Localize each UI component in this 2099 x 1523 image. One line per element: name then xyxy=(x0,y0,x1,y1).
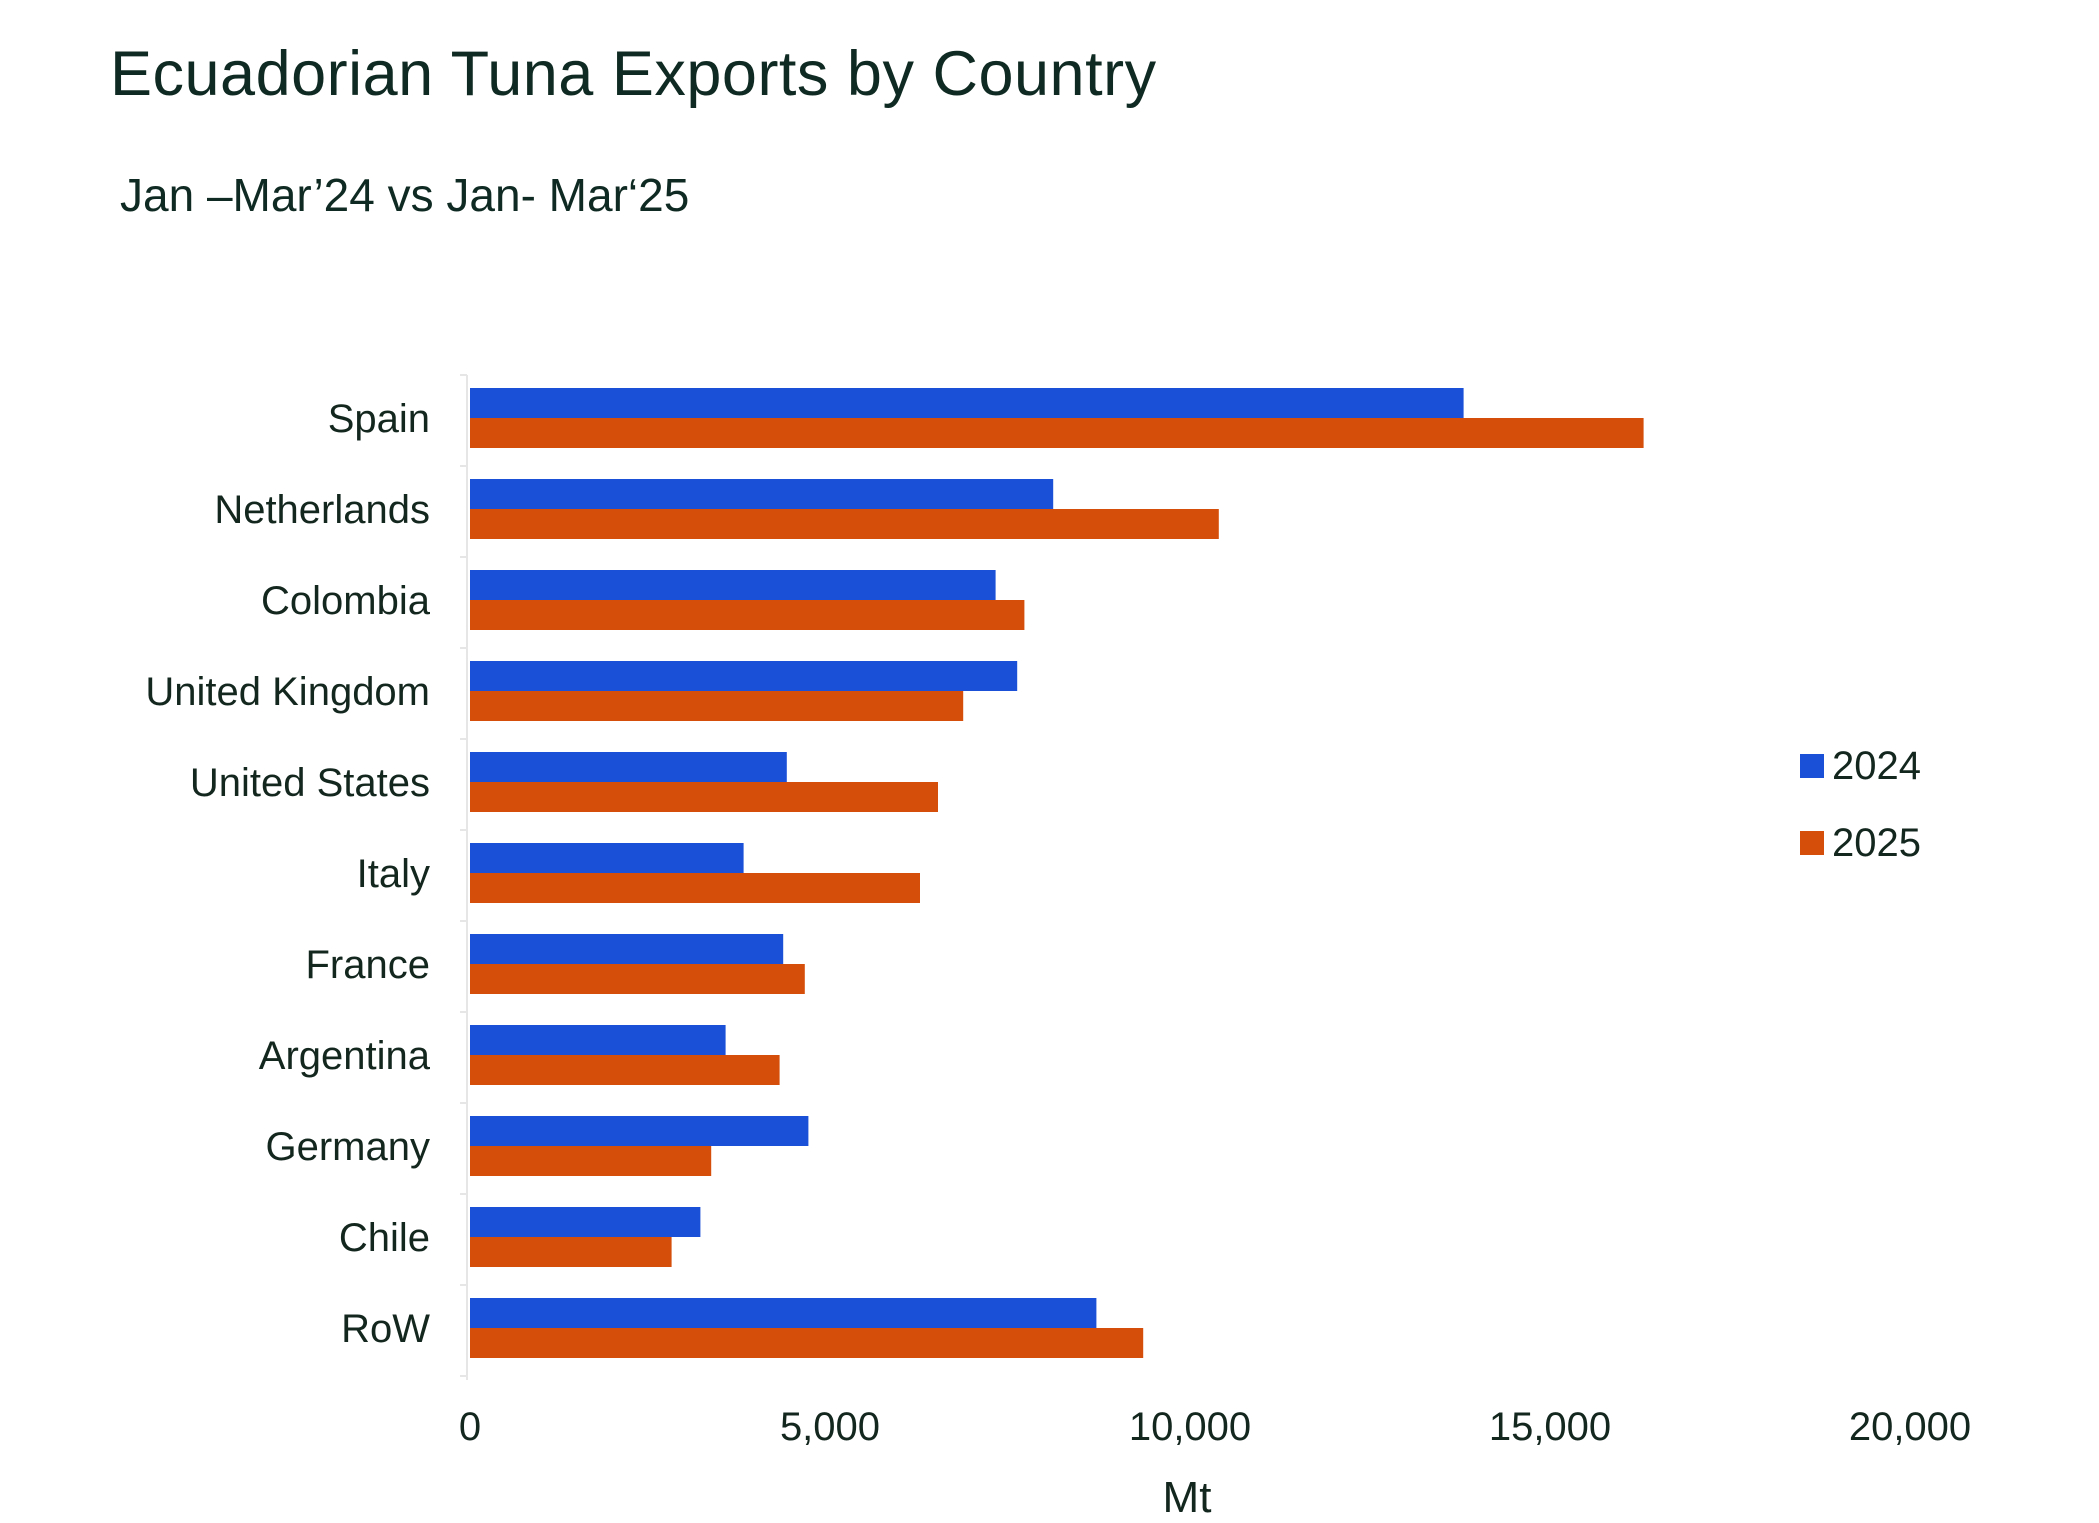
x-tick-label: 10,000 xyxy=(1129,1405,1251,1449)
bar-2024-italy xyxy=(470,843,744,873)
category-label: Italy xyxy=(357,852,430,896)
x-tick-label: 5,000 xyxy=(780,1405,880,1449)
bar-2025-spain xyxy=(470,418,1644,448)
bar-2024-spain xyxy=(470,388,1464,418)
bar-2024-germany xyxy=(470,1116,809,1146)
category-labels: Spain Netherlands Colombia United Kingdom Un… xyxy=(145,397,430,1351)
bar-2025-united-states xyxy=(470,782,938,812)
bar-2024-colombia xyxy=(470,570,996,600)
x-tick-labels: 0 5,000 10,000 15,000 20,000 xyxy=(459,1405,1971,1449)
legend-label-2024: 2024 xyxy=(1832,744,1921,788)
bars-layer xyxy=(470,388,1644,1358)
bar-2024-netherlands xyxy=(470,479,1054,509)
bar-2025-united-kingdom xyxy=(470,691,964,721)
legend: 2024 2025 xyxy=(1800,744,1921,865)
bar-2025-row xyxy=(470,1328,1144,1358)
category-label: Germany xyxy=(266,1125,431,1169)
bar-2025-chile xyxy=(470,1237,672,1267)
legend-swatch-2025 xyxy=(1800,831,1824,855)
category-label: Spain xyxy=(328,397,430,441)
bar-2024-chile xyxy=(470,1207,701,1237)
bar-2025-netherlands xyxy=(470,509,1219,539)
category-label: United States xyxy=(190,761,430,805)
category-label: Netherlands xyxy=(214,488,430,532)
bar-2025-colombia xyxy=(470,600,1025,630)
bar-2025-france xyxy=(470,964,805,994)
chart-title: Ecuadorian Tuna Exports by Country xyxy=(110,39,1157,109)
bar-2025-italy xyxy=(470,873,920,903)
legend-label-2025: 2025 xyxy=(1832,821,1921,865)
bar-2024-france xyxy=(470,934,784,964)
x-tick-label: 20,000 xyxy=(1849,1405,1971,1449)
axis-layer xyxy=(460,374,468,1380)
category-label: France xyxy=(306,943,431,987)
bar-2025-germany xyxy=(470,1146,712,1176)
bar-2024-row xyxy=(470,1298,1097,1328)
bar-2025-argentina xyxy=(470,1055,780,1085)
x-tick-label: 15,000 xyxy=(1489,1405,1611,1449)
category-label: Colombia xyxy=(261,579,431,623)
category-label: RoW xyxy=(341,1307,430,1351)
bar-2024-united-states xyxy=(470,752,787,782)
category-label: Argentina xyxy=(259,1034,431,1078)
category-label: United Kingdom xyxy=(145,670,430,714)
chart-subtitle: Jan –Mar’24 vs Jan- Mar‘25 xyxy=(120,169,690,221)
category-label: Chile xyxy=(339,1216,430,1260)
bar-2024-united-kingdom xyxy=(470,661,1018,691)
legend-swatch-2024 xyxy=(1800,754,1824,778)
x-tick-label: 0 xyxy=(459,1405,481,1449)
bar-2024-argentina xyxy=(470,1025,726,1055)
x-axis-label: Mt xyxy=(1163,1473,1212,1522)
